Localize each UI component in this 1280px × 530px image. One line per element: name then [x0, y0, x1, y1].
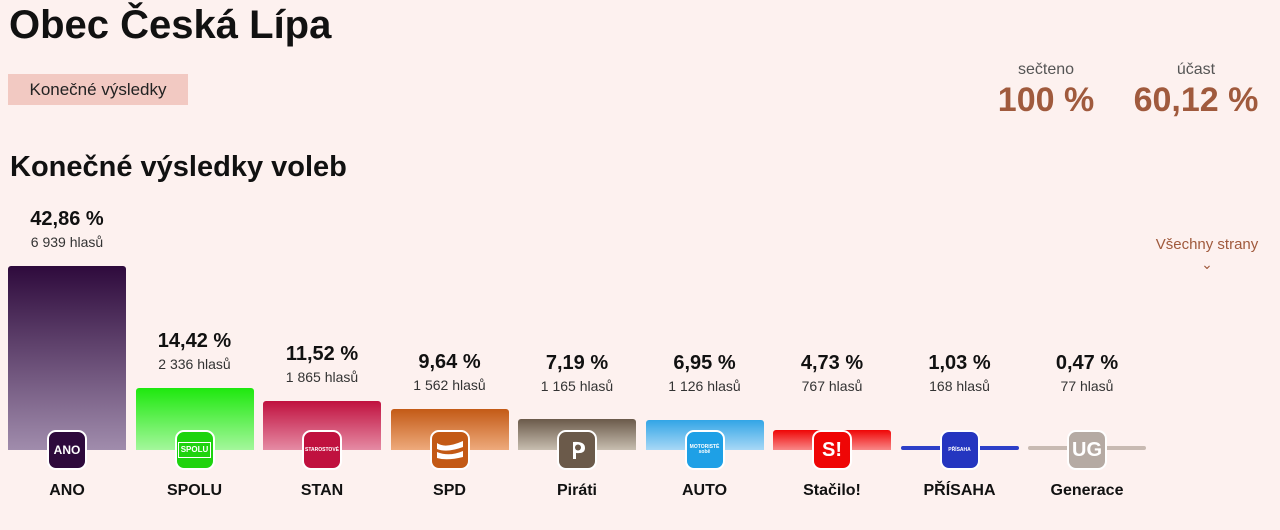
- bar-percent-label: 0,47 %: [1055, 352, 1119, 374]
- bar-percent-label: 6,95 %: [673, 352, 736, 374]
- section-title: Konečné výsledky voleb: [10, 151, 347, 183]
- chevron-down-icon: ⌄: [1201, 256, 1213, 272]
- bar-votes-label: 1 126 hlasů: [668, 378, 741, 394]
- bar: [8, 266, 126, 450]
- final-results-tag[interactable]: Konečné výsledky: [8, 74, 188, 105]
- party-name-label: ANO: [49, 482, 85, 499]
- bar-percent-label: 11,52 %: [285, 342, 359, 365]
- auto-logo-icon: MOTORISTÉ sobě: [684, 430, 725, 470]
- bar-votes-label: 77 hlasů: [1060, 378, 1114, 394]
- party-stacilo[interactable]: 4,73 % 767 hlasů S! Stačilo!: [773, 200, 891, 520]
- bar-votes-label: 1 562 hlasů: [413, 376, 486, 393]
- party-name-label: Generace: [1050, 482, 1124, 499]
- party-name-label: SPOLU: [166, 482, 223, 499]
- party-pirati[interactable]: 7,19 % 1 165 hlasů Piráti: [518, 200, 636, 520]
- counted-label: sečteno: [1017, 61, 1075, 78]
- party-name-label: PŘÍSAHA: [923, 482, 996, 499]
- pirati-logo-icon: [557, 430, 597, 470]
- bar-votes-label: 6 939 hlasů: [30, 234, 104, 250]
- party-spd[interactable]: 9,64 % 1 562 hlasů SPD: [390, 200, 509, 520]
- bar-votes-label: 1 865 hlasů: [285, 368, 359, 385]
- results-bar-chart: 42,86 % 6 939 hlasů ANO ANO 14,42 % 2 336 hla…: [0, 200, 1280, 520]
- party-name-label: SPD: [433, 482, 466, 499]
- spd-logo-icon: [429, 430, 470, 470]
- page-title: Obec Česká Lípa: [9, 3, 332, 47]
- ano-logo-icon: ANO: [47, 430, 87, 470]
- bar-percent-label: 9,64 %: [418, 350, 481, 373]
- party-stan[interactable]: 11,52 % 1 865 hlasů STAROSTOVÉ STAN: [263, 200, 381, 520]
- party-auto[interactable]: 6,95 % 1 126 hlasů MOTORISTÉ sobě AUTO: [645, 200, 764, 520]
- party-spolu[interactable]: 14,42 % 2 336 hlasů SPOLU SPOLU: [135, 200, 254, 520]
- party-generace[interactable]: 0,47 % 77 hlasů UG Generace: [1028, 200, 1146, 520]
- party-name-label: AUTO: [681, 482, 728, 499]
- stan-logo-icon: STAROSTOVÉ: [302, 430, 342, 470]
- bar-votes-label: 2 336 hlasů: [158, 356, 231, 373]
- bar-votes-label: 767 hlasů: [801, 378, 863, 394]
- generace-logo-icon: UG: [1067, 430, 1107, 470]
- bar-votes-label: 1 165 hlasů: [540, 378, 614, 394]
- turnout-label: účast: [1176, 61, 1216, 78]
- spolu-logo-icon: SPOLU: [174, 430, 215, 470]
- all-parties-button[interactable]: Všechny strany ⌄: [1148, 236, 1266, 271]
- turnout-stat: účast 60,12 %: [1130, 60, 1262, 120]
- bar-percent-label: 1,03 %: [928, 352, 991, 374]
- party-prisaha[interactable]: 1,03 % 168 hlasů PŘÍSAHA PŘÍSAHA: [900, 200, 1019, 520]
- turnout-value: 60,12 %: [1133, 81, 1259, 119]
- bar-votes-label: 168 hlasů: [929, 378, 990, 394]
- bar-percent-label: 7,19 %: [545, 352, 609, 374]
- party-ano[interactable]: 42,86 % 6 939 hlasů ANO ANO: [8, 200, 126, 520]
- counted-stat: sečteno 100 %: [996, 60, 1096, 120]
- party-name-label: Stačilo!: [803, 482, 861, 499]
- all-parties-label: Všechny strany: [1155, 236, 1259, 253]
- stacilo-logo-icon: S!: [812, 430, 852, 470]
- prisaha-logo-icon: PŘÍSAHA: [939, 430, 980, 470]
- party-name-label: STAN: [300, 482, 344, 499]
- party-name-label: Piráti: [556, 482, 597, 499]
- bar-percent-label: 4,73 %: [800, 352, 864, 374]
- bar-percent-label: 14,42 %: [157, 330, 232, 353]
- bar-percent-label: 42,86 %: [30, 208, 104, 230]
- counted-value: 100 %: [997, 81, 1095, 119]
